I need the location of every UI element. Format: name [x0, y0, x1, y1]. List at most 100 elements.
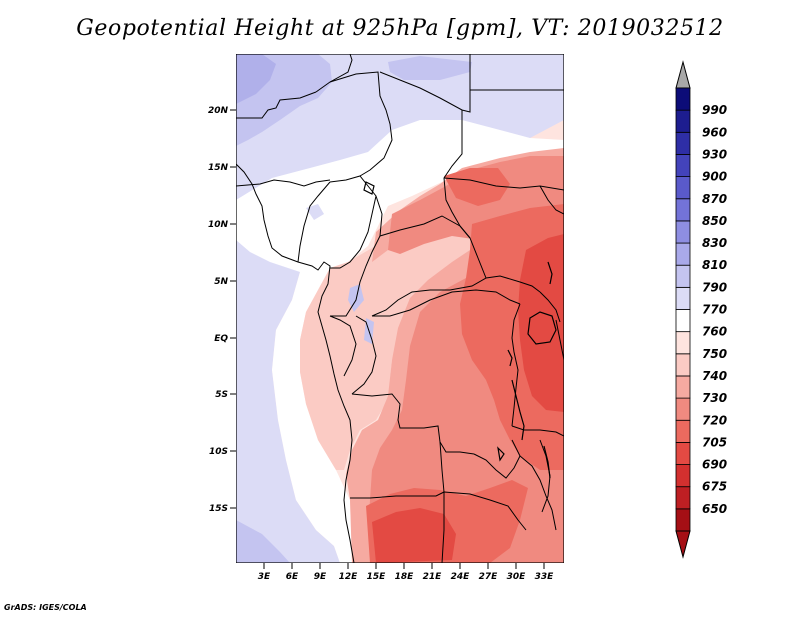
border-angola-namibia: [350, 491, 445, 499]
border-drc-angola: [351, 393, 475, 455]
lon-label-3e: 3E: [258, 572, 271, 582]
colorbar-over-triangle: [675, 60, 691, 89]
border-ss-uganda: [485, 275, 541, 293]
colorbar-bin: [675, 419, 691, 443]
colorbar-bin: [675, 131, 691, 155]
field-congo-750: [300, 210, 470, 470]
colorbar-bin: [675, 242, 691, 266]
lon-label-27e: 27E: [479, 572, 499, 582]
border-ethiopia: [539, 185, 564, 215]
field-white-band: [236, 120, 564, 563]
border-chad-sudan: [443, 110, 471, 239]
lat-label-15s: 15S: [209, 504, 228, 514]
field-720-north: [444, 168, 510, 206]
lat-label-10n: 10N: [208, 220, 229, 230]
colorbar-bin: [675, 309, 691, 333]
colorbar-label: 690: [702, 458, 727, 472]
colorbar-bin: [675, 441, 691, 465]
lat-axis: 20N 15N 10N 5N EQ 5S 10S 15S: [208, 106, 236, 514]
colorbar-bin: [675, 464, 691, 488]
colorbar-bin: [675, 87, 691, 111]
colorbar: 650 675 690 705 720 730 740 750 760 770 790 810 830 8…: [675, 60, 727, 559]
colorbar-bin: [675, 375, 691, 399]
lat-label-10s: 10S: [209, 447, 228, 457]
lake-victoria: [527, 311, 557, 345]
field-705-east: [518, 234, 564, 412]
colorbar-label: 830: [702, 236, 727, 250]
colorbar-label: 675: [702, 480, 727, 494]
border-mauritania-mali: [236, 91, 317, 119]
border-rift-west: [511, 303, 521, 427]
lat-label-5n: 5N: [214, 277, 228, 287]
lon-label-24e: 24E: [451, 572, 471, 582]
border-uganda-kenya: [539, 291, 561, 323]
colorbar-label: 960: [702, 125, 727, 139]
colorbar-under-triangle: [675, 530, 691, 559]
lat-label-eq: EQ: [214, 334, 228, 344]
field-ne-770: [470, 70, 564, 124]
border-algeria-mali: [315, 54, 353, 93]
colorbar-label: 760: [702, 325, 727, 339]
lat-label-5s: 5S: [215, 390, 228, 400]
colorbar-bin: [675, 220, 691, 244]
colorbar-bin: [675, 397, 691, 421]
border-angola-zambia: [439, 441, 445, 493]
lon-label-12e: 12E: [339, 572, 359, 582]
border-sudan-ss: [443, 177, 564, 191]
lon-label-21e: 21E: [423, 572, 443, 582]
field-705-south: [372, 508, 456, 563]
colorbar-label: 720: [702, 413, 727, 427]
border-namibia-botswana: [441, 492, 445, 563]
map-title: Geopotential Height at 925hPa [gpm], VT:…: [76, 16, 724, 41]
lake-malawi: [543, 445, 551, 479]
lat-label-20n: 20N: [208, 106, 229, 116]
colorbar-bin: [675, 286, 691, 310]
border-niger: [329, 71, 393, 177]
colorbar-label: 650: [702, 502, 727, 516]
border-congo-drc: [351, 315, 377, 395]
map-plot-area: [236, 54, 564, 563]
colorbar-label: 790: [702, 280, 727, 294]
colorbar-label: 740: [702, 369, 727, 383]
lon-label-6e: 6E: [286, 572, 299, 582]
country-borders: [236, 54, 564, 563]
colorbar-label: 810: [702, 258, 727, 272]
colorbar-bin: [675, 486, 691, 510]
border-gabon-congo: [329, 315, 357, 377]
lon-label-18e: 18E: [395, 572, 415, 582]
border-mali-burkina: [236, 179, 331, 187]
border-tanzania: [511, 425, 564, 437]
colorbar-label: 990: [702, 103, 727, 117]
colorbar-label: 705: [702, 435, 727, 449]
colorbar-bin: [675, 176, 691, 200]
field-north-790b: [388, 56, 472, 80]
colorbar-bin: [675, 508, 691, 532]
border-libya-chad: [379, 54, 471, 113]
colorbar-label: 750: [702, 347, 727, 361]
lon-label-15e: 15E: [367, 572, 387, 582]
colorbar-bin: [675, 154, 691, 177]
border-nigeria: [329, 175, 377, 269]
lon-label-9e: 9E: [314, 572, 327, 582]
lakes: [363, 181, 557, 479]
colorbar-bin: [675, 353, 691, 377]
lon-axis: 3E 6E 9E 12E 15E 18E 21E 24E 27E 30E 33E: [258, 563, 554, 582]
field-north-810: [236, 54, 276, 104]
lake-turkana: [547, 261, 553, 285]
colorbar-label: 770: [702, 303, 727, 317]
colorbar-bin: [675, 198, 691, 222]
border-drc-north: [372, 289, 521, 317]
lon-label-30e: 30E: [507, 572, 527, 582]
lake-kivu: [507, 349, 513, 367]
border-zambia-mozambique: [519, 455, 557, 531]
colorbar-label: 730: [702, 391, 727, 405]
lon-label-33e: 33E: [535, 572, 555, 582]
colorbar-label: 850: [702, 214, 727, 228]
lat-label-15n: 15N: [208, 163, 229, 173]
colorbar-bin: [675, 331, 691, 355]
border-east-coast: [555, 319, 564, 361]
border-cameroon: [330, 195, 383, 317]
border-zambia-south: [443, 491, 527, 531]
lake-chad: [363, 181, 375, 195]
